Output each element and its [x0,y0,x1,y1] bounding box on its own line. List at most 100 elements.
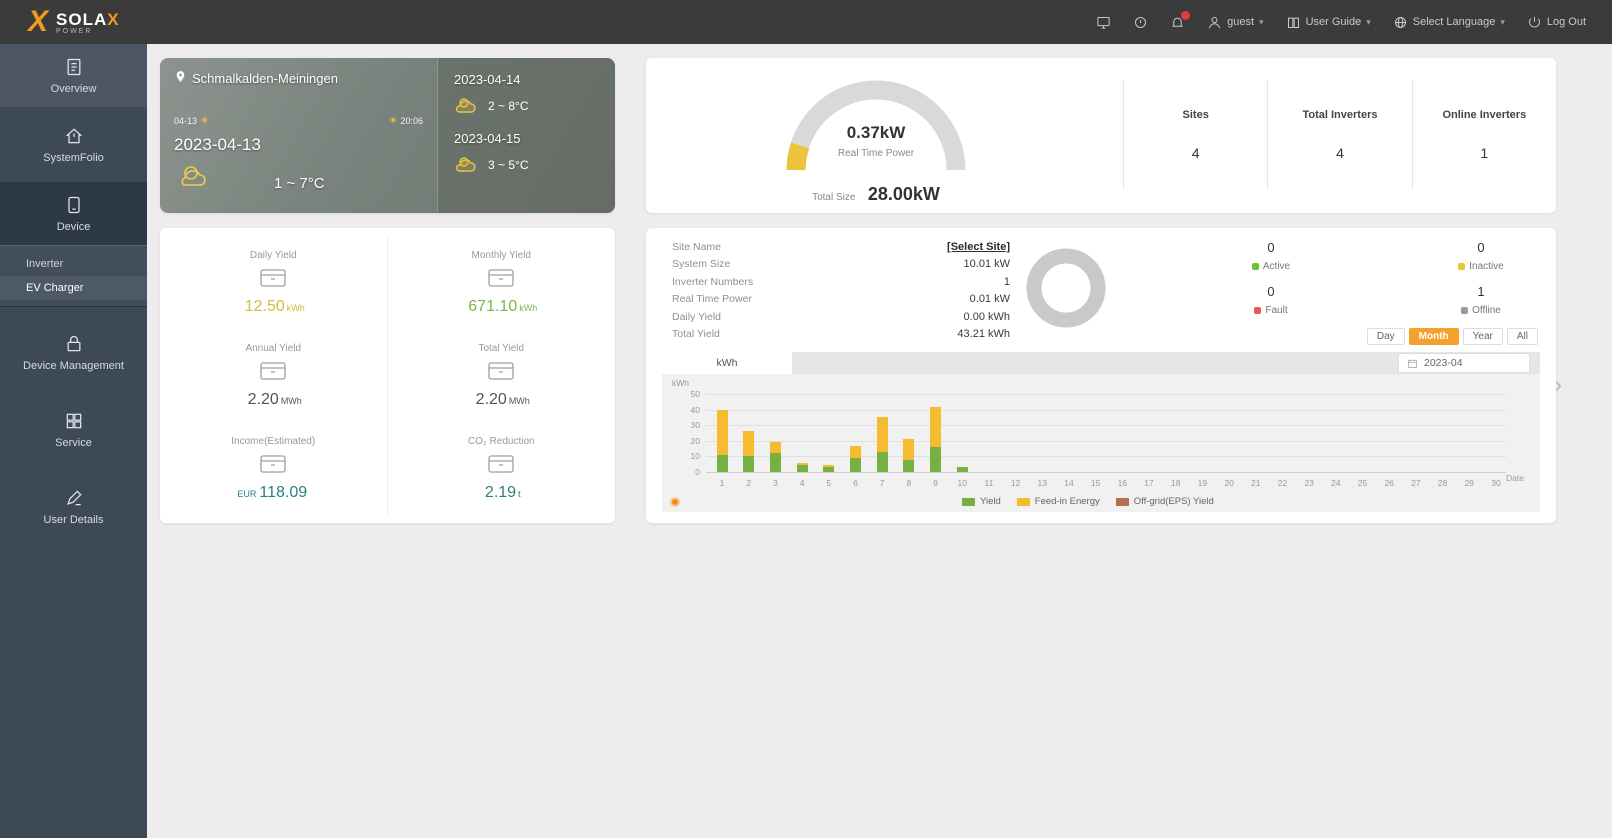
yield-cell-label: Daily Yield [249,249,297,261]
chart-xtick: 5 [826,478,832,488]
range-button-day[interactable]: Day [1366,328,1405,345]
info-label: Site Name [672,240,722,253]
status-count: 1 [1477,284,1485,299]
chart-xtick: 12 [1010,478,1021,488]
site-info-row: Site Name [Select Site] [672,238,1010,256]
chart-xtick: 19 [1197,478,1208,488]
month-picker-value: 2023-04 [1424,357,1463,369]
weather-card: Schmalkalden-Meiningen 04-13 ☀ ☀ 20:06 2… [160,58,615,213]
status-donut [1018,240,1114,341]
chart-xtick: 15 [1090,478,1101,488]
stat-label: Total Inverters [1302,109,1378,121]
submenu-item-inverter[interactable]: Inverter [26,258,64,270]
chart-xtick: 2 [746,478,752,488]
bar-segment [823,465,835,467]
chart-xtick: 3 [773,478,778,488]
sidebar-item-label: Device [56,221,91,233]
yield-cell-label: Annual Yield [245,342,302,354]
info-label: Total Yield [672,328,720,341]
bar-segment [716,454,728,472]
chart-gridline [706,472,1506,473]
sidebar-item-device-management[interactable]: Device Management [0,321,147,384]
user-icon [1207,15,1222,30]
range-button-year[interactable]: Year [1462,328,1503,345]
logout-button[interactable]: Log Out [1527,15,1586,30]
chart-xtick: 24 [1331,478,1341,488]
monitor-icon[interactable] [1096,15,1111,30]
status-dot [1251,263,1259,270]
notification-icon[interactable] [1170,10,1191,30]
bar-segment [903,459,915,472]
sidebar-item-label: Device Management [23,360,124,372]
site-info-row: System Size 10.01 kW [672,256,1010,274]
brand-logo: X SOLAX POWER [28,7,120,37]
bar-segment [743,456,755,472]
user-menu[interactable]: guest ▾ [1207,15,1264,30]
yield-cell-label: Total Yield [478,342,525,354]
info-label: System Size [672,258,731,271]
user-name: guest [1227,16,1255,28]
site-detail-card: Site Name [Select Site] System Size 10.01 k… [646,228,1562,523]
info-value: 10.01 kW [963,258,1010,271]
info-value: 0.00 kWh [963,310,1010,323]
brand-name: SOLAX [56,9,120,29]
yield-cell-value: 671.10 kWh [468,297,538,315]
yield-cell-label: CO₂ Reduction [467,435,535,447]
chart-xtick: 14 [1064,478,1074,488]
chart-tab-strip: kWh 2023-04 [662,352,1540,374]
calendar-icon [1408,358,1417,368]
bar-segment [743,431,755,457]
bar-segment [716,409,728,455]
sidebar-item-label: Service [55,437,92,449]
bar-segment [903,439,915,460]
sidebar-item-device[interactable]: Device [0,182,147,245]
select-site-link[interactable]: [Select Site] [947,240,1010,253]
status-inactive: 0 Inactive [1376,234,1586,278]
top-bar: X SOLAX POWER guest ▾ User Guide ▾ Select … [0,0,1612,44]
range-button-month[interactable]: Month [1408,328,1459,345]
submenu-item-ev-charger[interactable]: EV Charger [0,276,147,300]
yield-cell: CO₂ Reduction 2.19 t [388,422,616,515]
lock-icon [67,335,80,352]
sidebar-item-label: SystemFolio [43,152,104,164]
yield-cell-label: Income(Estimated) [231,435,316,447]
status-dot [1461,307,1469,314]
sidebar-item-overview[interactable]: Overview [0,44,147,107]
chart-ytick: 0 [695,467,700,477]
legend-label: Yield [980,496,1001,507]
carousel-dot[interactable] [670,497,680,507]
sidebar-item-user-details[interactable]: User Details [0,475,147,538]
info-value: 43.21 kWh [957,328,1010,341]
tab-kwh[interactable]: kWh [662,352,792,374]
user-guide-menu[interactable]: User Guide ▾ [1286,15,1371,30]
language-menu[interactable]: Select Language ▾ [1393,15,1505,30]
logout-label: Log Out [1546,16,1586,28]
grid-icon [66,413,81,429]
stat-label: Online Inverters [1442,109,1527,121]
sidebar-item-systemfolio[interactable]: SystemFolio [0,113,147,176]
chart-ytick: 30 [690,420,700,431]
month-picker-input[interactable]: 2023-04 [1398,353,1530,373]
info-label: Daily Yield [672,310,722,323]
yield-summary-card: Daily Yield 12.50 kWh Monthly Yield 671.10 kW… [160,228,615,523]
chart-xtick: 11 [984,478,994,488]
chevron-right-icon[interactable]: › [1554,372,1562,397]
range-button-all[interactable]: All [1506,328,1538,345]
brand-subtitle: POWER [56,27,93,35]
sidebar-item-service[interactable]: Service [0,398,147,461]
status-count: 0 [1477,240,1485,255]
yield-cell: Monthly Yield 671.10 kWh [388,236,616,329]
legend-swatch [1115,497,1129,506]
legend-item: Off-grid(EPS) Yield [1115,496,1214,507]
status-count: 0 [1267,284,1275,299]
chart-legend: Yield Feed-in Energy Off-grid(EPS) Yield [962,496,1214,507]
legend-swatch [1016,497,1030,506]
stat-value: 4 [1336,145,1344,161]
chart-ytick: 10 [690,451,700,462]
yield-cell-value: 2.20 MWh [247,390,302,408]
bar-segment [823,466,835,472]
yield-icon [258,358,288,387]
bar-segment [849,445,861,458]
real-time-power-label: Real Time Power [838,148,915,159]
alarm-icon[interactable] [1133,15,1148,30]
